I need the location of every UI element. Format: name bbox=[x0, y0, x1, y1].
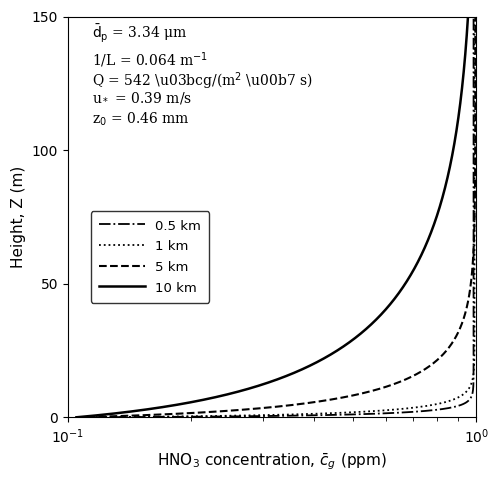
Text: z$_0$ = 0.46 mm: z$_0$ = 0.46 mm bbox=[92, 111, 190, 128]
Line: 5 km: 5 km bbox=[76, 16, 475, 417]
1 km bbox=[472, 261, 478, 267]
Text: 1/L = 0.064 m$^{-1}$: 1/L = 0.064 m$^{-1}$ bbox=[92, 51, 208, 70]
5 km bbox=[472, 85, 478, 91]
5 km bbox=[470, 261, 476, 267]
Line: 1 km: 1 km bbox=[76, 16, 474, 417]
5 km bbox=[472, 154, 478, 159]
1 km bbox=[472, 85, 478, 91]
10 km bbox=[74, 414, 80, 420]
0.5 km bbox=[470, 85, 476, 91]
5 km bbox=[472, 14, 478, 19]
Text: Q = 542 \u03bcg/(m$^2$ \u00b7 s): Q = 542 \u03bcg/(m$^2$ \u00b7 s) bbox=[92, 71, 313, 92]
1 km bbox=[472, 14, 478, 19]
Legend: 0.5 km, 1 km, 5 km, 10 km: 0.5 km, 1 km, 5 km, 10 km bbox=[90, 211, 209, 302]
5 km bbox=[472, 174, 478, 180]
0.5 km bbox=[470, 174, 476, 180]
1 km bbox=[472, 115, 478, 121]
10 km bbox=[444, 174, 450, 180]
5 km bbox=[74, 414, 80, 420]
0.5 km bbox=[470, 154, 476, 159]
1 km bbox=[74, 414, 80, 420]
Line: 0.5 km: 0.5 km bbox=[76, 16, 473, 417]
0.5 km bbox=[470, 115, 476, 121]
1 km bbox=[472, 154, 478, 159]
Line: 10 km: 10 km bbox=[76, 16, 468, 417]
Y-axis label: Height, Z (m): Height, Z (m) bbox=[11, 166, 26, 268]
Text: $\bar{\rm d}_{\rm p}$ = 3.34 μm: $\bar{\rm d}_{\rm p}$ = 3.34 μm bbox=[92, 23, 188, 45]
X-axis label: HNO$_3$ concentration, $\bar{c}_g$ (ppm): HNO$_3$ concentration, $\bar{c}_g$ (ppm) bbox=[157, 451, 387, 472]
10 km bbox=[449, 154, 455, 159]
5 km bbox=[472, 115, 478, 121]
0.5 km bbox=[74, 414, 80, 420]
10 km bbox=[465, 14, 471, 19]
10 km bbox=[414, 261, 420, 267]
0.5 km bbox=[470, 14, 476, 19]
0.5 km bbox=[470, 261, 476, 267]
10 km bbox=[343, 341, 349, 347]
10 km bbox=[456, 115, 462, 121]
10 km bbox=[459, 85, 465, 91]
5 km bbox=[448, 341, 454, 347]
1 km bbox=[472, 174, 478, 180]
1 km bbox=[472, 341, 478, 347]
Text: u$_*$ = 0.39 m/s: u$_*$ = 0.39 m/s bbox=[92, 91, 192, 106]
0.5 km bbox=[470, 341, 476, 347]
